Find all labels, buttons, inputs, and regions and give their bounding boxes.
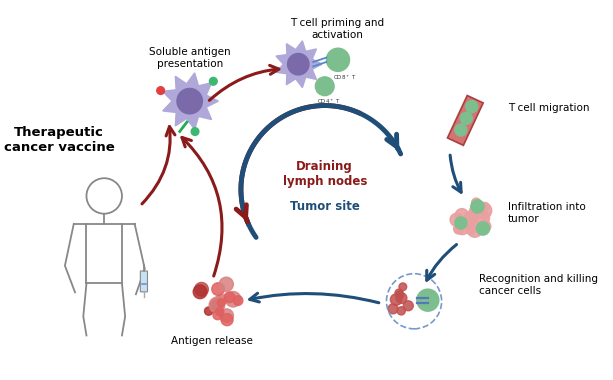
Circle shape <box>455 124 467 136</box>
Circle shape <box>395 289 403 297</box>
Text: Therapeutic
cancer vaccine: Therapeutic cancer vaccine <box>4 126 115 154</box>
Circle shape <box>193 285 207 299</box>
Circle shape <box>315 77 334 96</box>
Circle shape <box>481 203 489 211</box>
Circle shape <box>205 307 213 315</box>
Circle shape <box>395 291 403 299</box>
Circle shape <box>219 277 234 291</box>
Circle shape <box>417 289 439 311</box>
Circle shape <box>465 212 475 222</box>
Circle shape <box>471 198 481 207</box>
Circle shape <box>226 291 241 307</box>
Circle shape <box>217 299 225 307</box>
Circle shape <box>221 314 233 326</box>
Circle shape <box>466 225 476 234</box>
Polygon shape <box>276 41 322 87</box>
Circle shape <box>450 213 463 226</box>
Circle shape <box>216 308 224 316</box>
Circle shape <box>233 296 243 306</box>
Circle shape <box>287 54 309 75</box>
Circle shape <box>212 299 224 311</box>
Circle shape <box>467 222 482 237</box>
Circle shape <box>195 282 208 296</box>
Circle shape <box>211 283 224 295</box>
Circle shape <box>209 297 225 313</box>
Text: Tumor site: Tumor site <box>290 201 360 214</box>
Circle shape <box>478 220 491 233</box>
Circle shape <box>399 283 406 291</box>
Text: T cell priming and
activation: T cell priming and activation <box>290 18 384 40</box>
Circle shape <box>466 101 478 113</box>
Text: Infiltration into
tumor: Infiltration into tumor <box>508 202 585 224</box>
Circle shape <box>210 78 217 85</box>
Circle shape <box>326 48 349 71</box>
FancyBboxPatch shape <box>27 16 589 369</box>
Circle shape <box>396 293 407 304</box>
Text: CD4$^+$ T: CD4$^+$ T <box>318 97 341 106</box>
Circle shape <box>224 292 235 302</box>
Circle shape <box>214 296 224 306</box>
FancyBboxPatch shape <box>140 271 148 292</box>
Circle shape <box>460 112 473 124</box>
Circle shape <box>454 224 464 234</box>
Text: T cell migration: T cell migration <box>508 103 589 113</box>
Circle shape <box>474 211 490 226</box>
Circle shape <box>464 212 478 226</box>
Circle shape <box>157 87 164 95</box>
Circle shape <box>216 294 227 305</box>
Circle shape <box>476 203 492 218</box>
Text: CD8$^+$ T: CD8$^+$ T <box>333 73 356 82</box>
Circle shape <box>388 304 398 314</box>
Circle shape <box>390 294 402 306</box>
Circle shape <box>191 128 199 135</box>
Text: Antigen release: Antigen release <box>171 336 253 346</box>
Circle shape <box>471 200 484 213</box>
Circle shape <box>476 222 490 235</box>
Circle shape <box>469 205 483 219</box>
Circle shape <box>455 217 467 229</box>
Text: Draining
lymph nodes: Draining lymph nodes <box>283 160 367 188</box>
Circle shape <box>455 220 470 234</box>
Polygon shape <box>162 73 218 129</box>
Polygon shape <box>447 95 483 146</box>
Circle shape <box>210 299 223 312</box>
Circle shape <box>455 209 468 222</box>
Circle shape <box>403 301 413 311</box>
Text: Soluble antigen
presentation: Soluble antigen presentation <box>149 48 230 69</box>
Circle shape <box>177 89 202 114</box>
Circle shape <box>213 310 222 320</box>
Text: Recognition and killing
cancer cells: Recognition and killing cancer cells <box>479 274 598 296</box>
Circle shape <box>220 309 234 322</box>
Circle shape <box>397 307 405 315</box>
